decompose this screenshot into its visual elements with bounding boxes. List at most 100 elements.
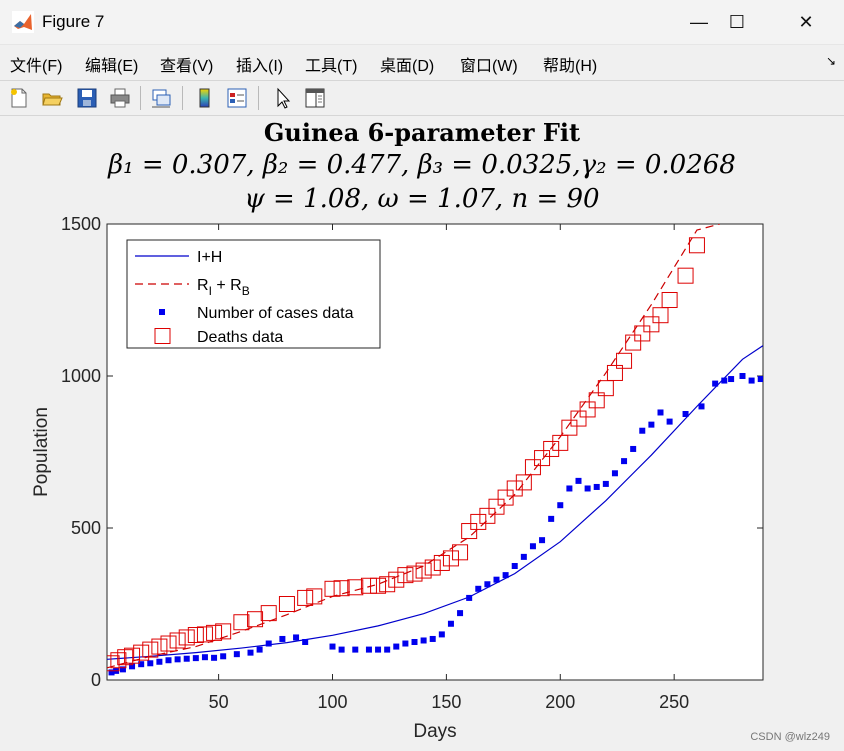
deaths-data-point <box>561 419 578 436</box>
new-figure-icon[interactable] <box>6 85 32 111</box>
y-tick-label: 1000 <box>61 366 101 386</box>
deaths-data-point <box>652 307 669 324</box>
print-icon[interactable] <box>107 85 133 111</box>
deaths-data-point <box>206 624 223 641</box>
link-plot-icon[interactable] <box>148 85 174 111</box>
toolbar-separator <box>140 86 141 110</box>
cases-data-point <box>183 655 190 662</box>
deaths-data-point <box>178 629 195 646</box>
minimize-button[interactable]: — <box>690 11 708 32</box>
cases-data-point <box>352 646 359 653</box>
cases-data-point <box>174 656 181 663</box>
cases-data-point <box>748 377 755 384</box>
menu-edit[interactable]: 编辑(E) <box>85 58 139 75</box>
plot-title: Guinea 6-parameter Fit <box>263 118 581 147</box>
cases-data-point <box>520 553 527 560</box>
deaths-data-point <box>588 392 605 409</box>
y-axis-label: Population <box>31 407 52 497</box>
cases-data-point <box>682 411 689 417</box>
cases-data-point <box>393 643 400 650</box>
cases-data-point <box>575 477 582 484</box>
cases-data-point <box>648 421 655 428</box>
watermark: CSDN @wlz249 <box>750 731 830 743</box>
cases-data-point <box>529 543 536 550</box>
x-tick-label: 50 <box>209 692 229 712</box>
cases-data-point <box>147 660 154 667</box>
cases-data-point <box>721 377 728 384</box>
colorbar-icon[interactable] <box>192 85 218 111</box>
maximize-button[interactable]: ☐ <box>728 11 746 32</box>
cases-data-point <box>233 651 240 658</box>
x-tick-label: 250 <box>659 692 689 712</box>
cases-data-point <box>438 631 445 638</box>
deaths-data-point <box>306 588 323 605</box>
cases-data-point <box>129 663 136 670</box>
series-line-i-plus-h <box>107 345 763 660</box>
menu-desktop[interactable]: 桌面(D) <box>380 58 435 75</box>
window-titlebar: Figure 7 — ☐ ✕ <box>0 0 844 45</box>
menu-insert[interactable]: 插入(I) <box>236 58 284 75</box>
cases-data-point <box>557 502 564 509</box>
deaths-data-point <box>677 267 694 284</box>
menu-window[interactable]: 窗口(W) <box>460 58 518 75</box>
cases-data-point <box>119 666 126 673</box>
menu-view[interactable]: 查看(V) <box>160 58 214 75</box>
cases-data-point <box>475 585 482 592</box>
menu-tools[interactable]: 工具(T) <box>305 58 358 75</box>
cases-data-point <box>757 376 763 383</box>
cases-data-point <box>375 646 382 653</box>
cases-data-point <box>639 427 646 434</box>
cases-data-point <box>138 661 145 668</box>
close-button[interactable]: ✕ <box>798 11 814 32</box>
deaths-data-point <box>278 596 295 612</box>
property-editor-icon[interactable] <box>302 85 328 111</box>
legend-label-deaths: Deaths data <box>197 329 283 346</box>
cases-data-point <box>265 640 272 647</box>
toolbar-separator <box>258 86 259 110</box>
legend-icon[interactable] <box>224 85 250 111</box>
deaths-data-point <box>461 523 478 540</box>
deaths-data-point <box>497 489 514 506</box>
matlab-logo-icon <box>12 11 34 33</box>
cases-data-point <box>411 639 418 645</box>
deaths-data-point <box>347 579 364 596</box>
menu-file[interactable]: 文件(F) <box>10 58 63 75</box>
dock-arrow-icon[interactable]: ↘ <box>825 54 836 68</box>
deaths-data-point <box>552 434 569 451</box>
cases-data-point <box>728 376 735 383</box>
deaths-data-point <box>133 644 150 661</box>
cases-data-point <box>466 594 473 601</box>
cases-data-point <box>584 485 591 492</box>
deaths-data-point <box>360 577 377 594</box>
deaths-data-point <box>452 544 469 561</box>
deaths-data-point <box>142 641 159 658</box>
cases-data-point <box>447 620 454 627</box>
cases-data-point <box>365 646 372 653</box>
deaths-data-point <box>370 577 387 594</box>
cases-data-point <box>302 639 309 645</box>
deaths-data-point <box>515 474 532 491</box>
deaths-data-point <box>442 550 459 567</box>
deaths-data-point <box>333 580 350 597</box>
plot-subtitle-parameters: β₁ = 0.307, β₂ = 0.477, β₃ = 0.0325,γ₂ =… <box>108 150 736 180</box>
cases-data-point <box>211 654 218 661</box>
deaths-data-point <box>379 576 396 593</box>
open-file-icon[interactable] <box>39 85 65 111</box>
deaths-data-point <box>124 647 141 664</box>
deaths-data-point <box>470 513 487 530</box>
legend-marker-cases <box>159 309 165 315</box>
cases-data-point <box>192 655 199 662</box>
cases-data-point <box>698 403 705 410</box>
deaths-data-point <box>543 440 560 457</box>
menu-help[interactable]: 帮助(H) <box>543 58 598 75</box>
cases-data-point <box>108 669 115 676</box>
pointer-icon[interactable] <box>270 85 296 111</box>
cases-data-point <box>484 581 491 588</box>
cases-data-point <box>220 653 227 660</box>
deaths-data-point <box>506 480 523 497</box>
cases-data-point <box>511 563 518 569</box>
y-tick-label: 0 <box>91 670 101 690</box>
deaths-data-point <box>661 292 678 308</box>
save-icon[interactable] <box>74 85 100 111</box>
